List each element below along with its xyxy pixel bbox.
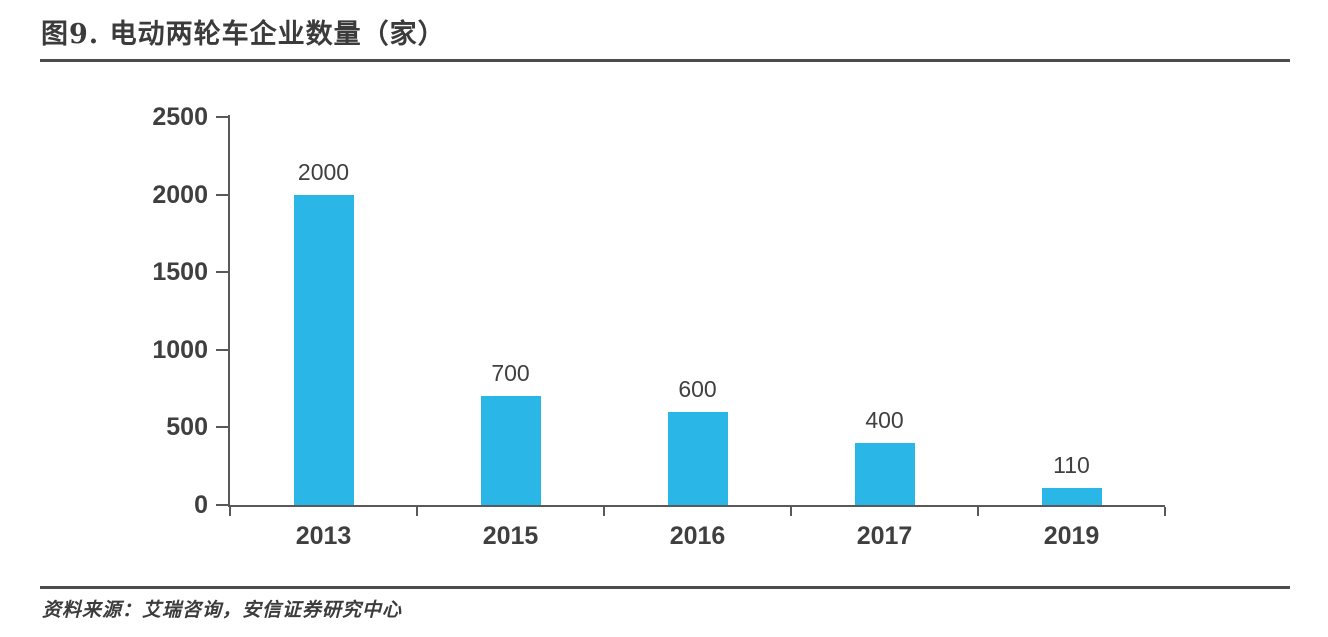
y-axis-tick-label: 500: [166, 413, 208, 442]
y-axis-tick-label: 0: [194, 491, 208, 519]
y-axis-tick-label: 1000: [152, 335, 208, 364]
bar: [480, 396, 541, 505]
y-axis-tick: [216, 271, 228, 274]
x-axis-tick-label: 2017: [856, 522, 913, 550]
x-axis-tick-label: 2015: [482, 522, 539, 550]
y-axis-line: [228, 115, 230, 505]
y-axis-tick: [216, 348, 228, 351]
y-axis-tick: [216, 193, 228, 196]
bar-value-label: 2000: [297, 158, 350, 185]
source-note: 资料来源：艾瑞咨询，安信证券研究中心: [42, 599, 403, 621]
x-axis-tick: [229, 507, 231, 516]
y-axis-tick-label: 2000: [152, 180, 208, 209]
bar: [854, 442, 915, 505]
x-axis-tick: [603, 507, 605, 516]
figure-title: 图9. 电动两轮车企业数量（家）: [41, 19, 446, 50]
footer-rule: [40, 586, 1290, 589]
bar: [1041, 487, 1102, 505]
y-axis-tick: [216, 426, 228, 429]
x-axis-tick: [1164, 507, 1166, 516]
x-axis-tick: [416, 507, 418, 516]
y-axis-tick: [216, 504, 228, 506]
bar-value-label: 110: [1053, 451, 1090, 478]
bar-value-label: 700: [491, 360, 530, 387]
y-axis-tick-label: 1500: [152, 258, 208, 287]
x-axis-tick-label: 2013: [295, 522, 352, 550]
x-axis-tick-label: 2016: [669, 522, 726, 550]
y-axis-tick-label: 2500: [152, 103, 208, 131]
bar-value-label: 600: [678, 375, 717, 402]
x-axis-tick: [790, 507, 792, 516]
bar: [293, 194, 354, 505]
x-axis-line: [228, 505, 1165, 507]
x-axis-tick: [977, 507, 979, 516]
y-axis-tick: [216, 116, 228, 118]
title-underline-rule: [40, 59, 1290, 62]
chart-plot-area: 0 500 1000 1500 2000 2500 2000 2013 700 2015 600 20…: [152, 104, 1166, 550]
x-axis-tick-label: 2019: [1043, 522, 1100, 550]
bar-value-label: 400: [865, 406, 904, 433]
bar: [667, 411, 728, 505]
